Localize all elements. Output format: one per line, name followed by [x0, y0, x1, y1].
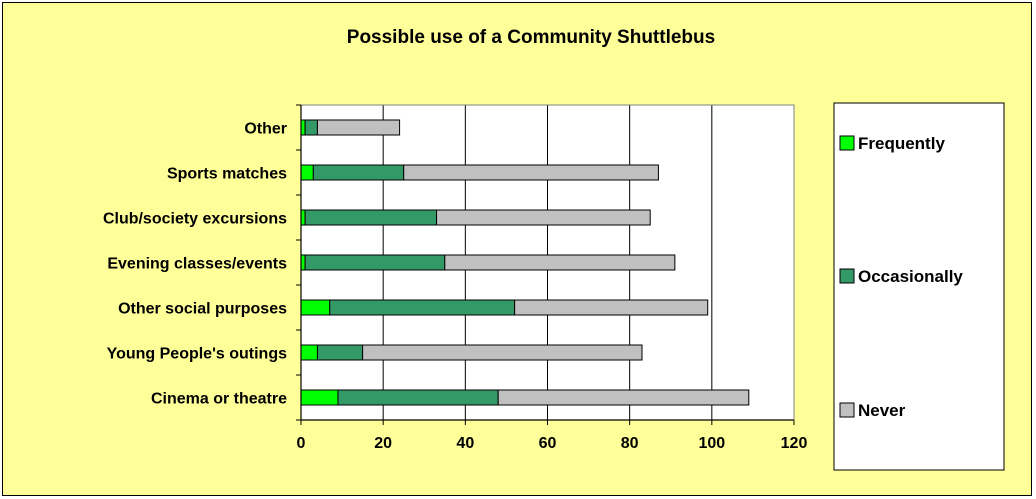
x-tick-label: 120 [781, 435, 808, 452]
bar-segment [304, 209, 438, 226]
legend: Frequently Occasionally Never [833, 102, 1005, 471]
x-tick-label: 40 [456, 435, 474, 452]
bar-segment [300, 164, 314, 181]
bar-segment [436, 209, 651, 226]
x-tick-label: 100 [698, 435, 725, 452]
category-label: Other [244, 121, 287, 138]
bar-segment [316, 119, 401, 136]
bar-segment [514, 299, 709, 316]
legend-label: Never [858, 401, 906, 420]
bar-segment [304, 254, 446, 271]
legend-swatch [839, 402, 855, 418]
bar-segment [300, 119, 306, 136]
x-tick-label: 60 [539, 435, 557, 452]
bar-segment [403, 164, 659, 181]
axes [296, 104, 795, 425]
bar-segment [300, 344, 318, 361]
bar-segment [300, 209, 306, 226]
bar-segment [300, 299, 331, 316]
bar-segment [316, 344, 364, 361]
category-labels: Cinema or theatre Young People's outings O… [103, 121, 287, 408]
bar-segment [329, 299, 516, 316]
bar-segment [497, 389, 750, 406]
legend-label: Frequently [858, 134, 945, 153]
category-label: Other social purposes [118, 301, 287, 318]
category-label: Club/society excursions [103, 211, 287, 228]
bar-segment [362, 344, 643, 361]
x-tick-label: 0 [297, 435, 306, 452]
bar-segment [300, 254, 306, 271]
bar-segment [312, 164, 405, 181]
category-label: Young People's outings [107, 346, 288, 363]
category-label: Sports matches [167, 166, 287, 183]
bar-segment [304, 119, 318, 136]
bar-segment [337, 389, 499, 406]
legend-box [833, 102, 1005, 471]
legend-label: Occasionally [858, 267, 963, 286]
x-tick-label: 80 [621, 435, 639, 452]
bar-segment [300, 389, 339, 406]
x-tick-labels: 0 20 40 60 80 100 120 [297, 435, 808, 452]
x-tick-label: 20 [374, 435, 392, 452]
chart-title: Possible use of a Community Shuttlebus [347, 27, 715, 48]
bar-segment [444, 254, 676, 271]
category-label: Cinema or theatre [151, 391, 287, 408]
category-label: Evening classes/events [107, 256, 287, 273]
legend-swatch [839, 135, 855, 151]
bars [300, 119, 750, 406]
legend-swatch [839, 268, 855, 284]
